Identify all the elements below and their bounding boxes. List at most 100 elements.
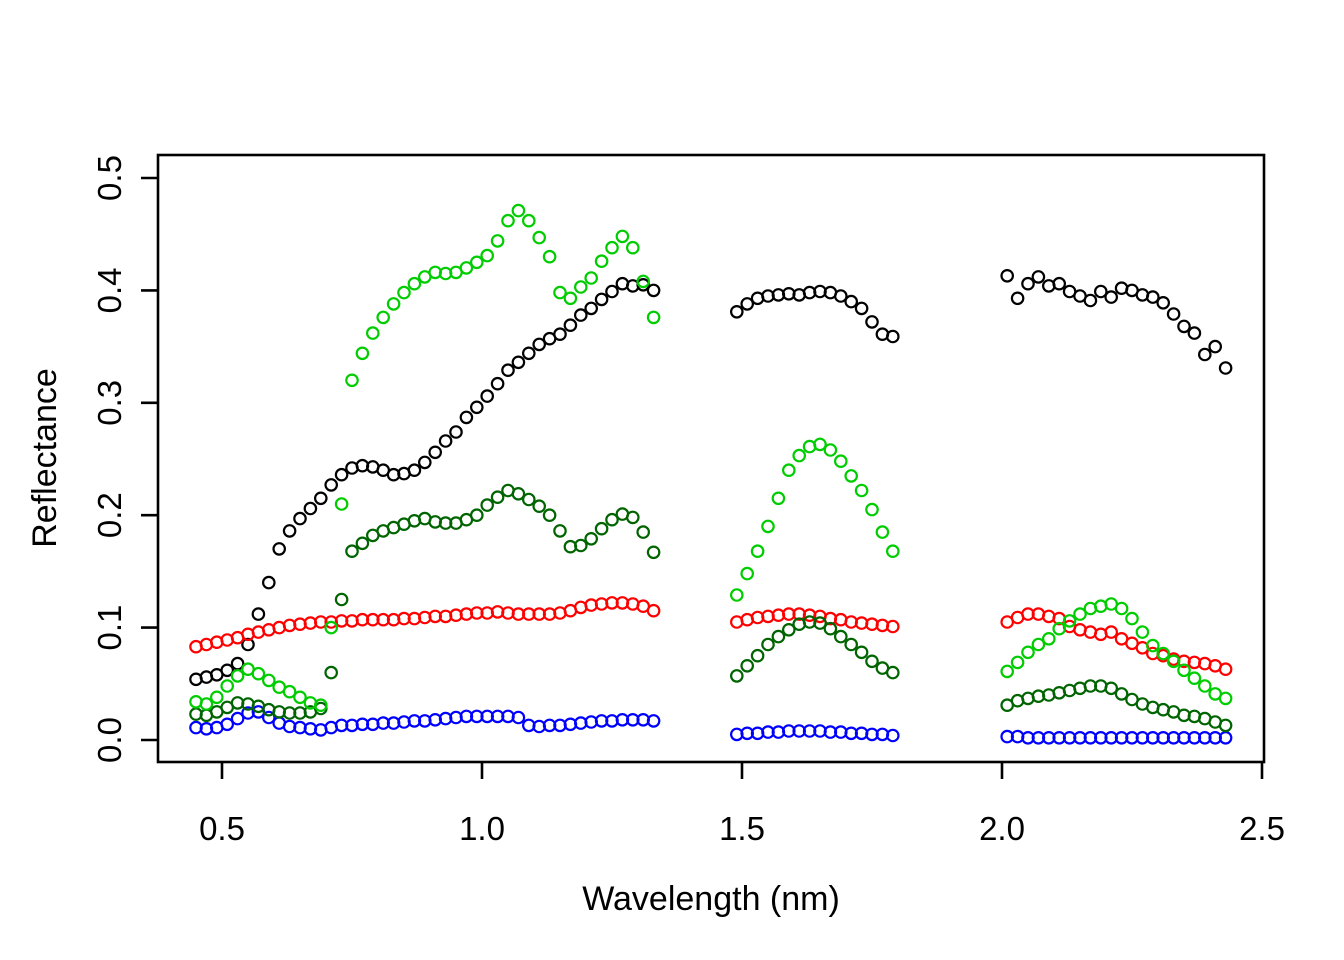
data-point [1156, 295, 1170, 310]
data-point [625, 240, 640, 255]
data-point [1031, 637, 1046, 652]
y-tick-label: 0.4 [91, 267, 128, 313]
data-point [1156, 646, 1170, 661]
data-point [1198, 347, 1212, 362]
data-point [511, 355, 526, 370]
data-point [334, 592, 349, 607]
data-point [636, 274, 650, 289]
data-point [459, 410, 474, 425]
data-points [189, 203, 1233, 745]
data-point [469, 400, 484, 415]
data-point [865, 502, 879, 517]
data-point [885, 665, 900, 680]
data-point [1146, 638, 1160, 653]
data-point [844, 294, 858, 309]
data-point [355, 536, 370, 551]
data-point [1010, 291, 1025, 306]
data-point [1104, 625, 1118, 639]
series-dark-green [189, 483, 1233, 733]
data-point [376, 310, 390, 325]
data-point [1187, 671, 1202, 685]
y-tick-label: 0.3 [91, 380, 128, 426]
data-point [729, 304, 744, 319]
data-point [885, 619, 900, 634]
data-point [1104, 290, 1118, 304]
data-point [501, 363, 515, 377]
data-point [428, 445, 442, 460]
data-point [1114, 687, 1129, 701]
data-point [885, 544, 900, 558]
data-point [563, 318, 578, 332]
x-tick-label: 0.5 [199, 810, 245, 847]
data-point [1166, 654, 1181, 669]
data-point [251, 666, 266, 681]
data-point [594, 292, 609, 307]
data-point [324, 478, 338, 492]
data-point [1031, 270, 1046, 284]
data-point [1218, 691, 1233, 706]
data-point [490, 376, 505, 391]
data-point [532, 230, 546, 245]
data-point [386, 297, 401, 311]
data-point [220, 679, 234, 693]
data-point [521, 213, 536, 228]
data-point [1083, 293, 1098, 308]
data-point [459, 261, 474, 275]
data-point [823, 621, 838, 636]
data-point [844, 637, 858, 652]
data-point [740, 297, 754, 311]
data-point [823, 443, 838, 457]
data-point [542, 508, 557, 522]
data-point [1208, 339, 1222, 354]
data-point [407, 463, 422, 477]
x-tick-label: 1.5 [719, 810, 765, 847]
data-point [449, 425, 463, 439]
y-tick-label: 0.5 [91, 155, 128, 201]
data-point [1125, 611, 1139, 626]
plot-box [156, 153, 1266, 764]
data-point [605, 512, 619, 527]
data-point [833, 289, 848, 303]
data-point [1218, 718, 1233, 733]
data-point [355, 346, 370, 361]
data-point [646, 283, 661, 298]
data-point [220, 663, 234, 678]
data-point [625, 510, 640, 525]
data-point [345, 373, 359, 388]
data-point [1062, 614, 1077, 628]
x-tick-label: 2.0 [979, 810, 1025, 847]
y-tick-label: 0.2 [91, 492, 128, 538]
data-point [521, 346, 536, 361]
data-point [334, 467, 349, 482]
data-point [1218, 361, 1233, 375]
data-point [594, 254, 609, 269]
data-point [272, 542, 286, 556]
data-point [469, 508, 484, 522]
data-point [334, 497, 349, 511]
x-tick-label: 2.5 [1239, 810, 1285, 847]
data-point [1146, 290, 1160, 304]
data-point [1177, 663, 1191, 678]
data-point [261, 575, 276, 590]
data-point [1042, 631, 1056, 646]
data-point [636, 525, 650, 539]
data-point [220, 717, 234, 732]
data-point [781, 463, 796, 477]
data-point [469, 255, 484, 270]
data-point [813, 437, 827, 452]
data-point [1000, 664, 1014, 679]
data-point [1010, 655, 1025, 670]
series-bright-green [189, 203, 1233, 712]
y-axis: 0.0 0.1 0.2 0.3 0.4 0.5 [91, 155, 158, 763]
data-point [1104, 681, 1118, 696]
data-point [1021, 645, 1035, 660]
series-blue [189, 705, 1233, 745]
data-point [646, 603, 661, 618]
data-point [792, 448, 806, 463]
data-point [761, 519, 775, 534]
data-point [532, 337, 546, 352]
data-point [1052, 621, 1066, 636]
data-point [875, 525, 890, 539]
data-point [885, 329, 900, 344]
